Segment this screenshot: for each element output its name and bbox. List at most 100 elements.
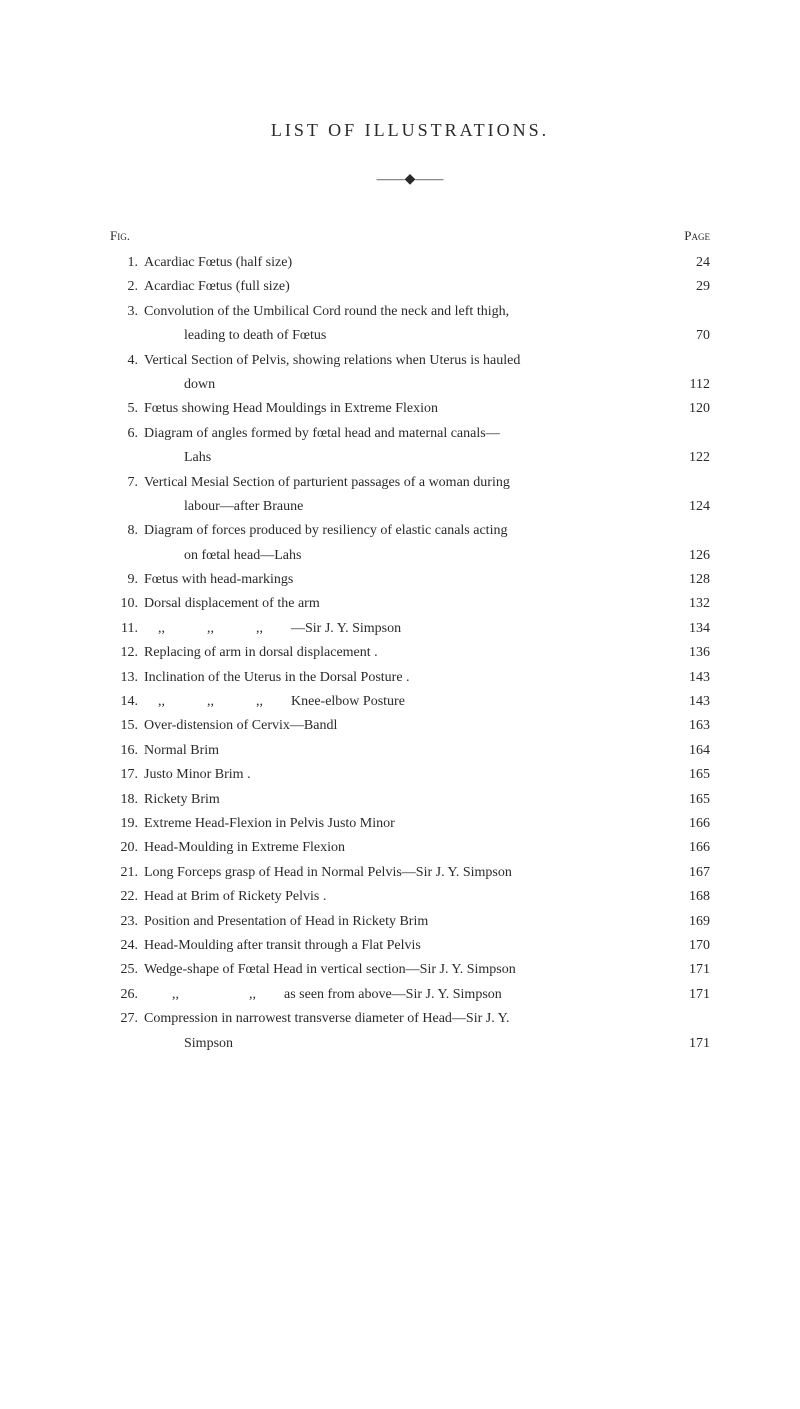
divider-right: —— bbox=[415, 172, 443, 188]
entry-text: Long Forceps grasp of Head in Normal Pel… bbox=[144, 862, 662, 884]
entry-page-number: 166 bbox=[662, 813, 710, 835]
entry-text: Rickety Brim bbox=[144, 789, 662, 811]
list-item: 5.Fœtus showing Head Mouldings in Extrem… bbox=[110, 398, 710, 420]
entry-number: 18. bbox=[110, 789, 144, 811]
entry-page-number: 171 bbox=[662, 984, 710, 1006]
list-item-continuation: labour—after Braune124 bbox=[110, 496, 710, 518]
entries-list: 1.Acardiac Fœtus (half size)242.Acardiac… bbox=[110, 252, 710, 1055]
list-item: 12.Replacing of arm in dorsal displaceme… bbox=[110, 642, 710, 664]
list-item: 15.Over-distension of Cervix—Bandl163 bbox=[110, 715, 710, 737]
entry-page-number: 136 bbox=[662, 642, 710, 664]
divider-left: —— bbox=[377, 172, 405, 188]
entry-page-number: 120 bbox=[662, 398, 710, 420]
entry-page-number: 70 bbox=[662, 325, 710, 347]
continuation-text: on fœtal head—Lahs bbox=[144, 545, 662, 567]
continuation-text: down bbox=[144, 374, 662, 396]
column-header-row: Fig. Page bbox=[110, 228, 710, 244]
entry-number: 10. bbox=[110, 593, 144, 615]
list-item: 9.Fœtus with head-markings128 bbox=[110, 569, 710, 591]
entry-number: 15. bbox=[110, 715, 144, 737]
list-item-continuation: on fœtal head—Lahs126 bbox=[110, 545, 710, 567]
list-item: 8.Diagram of forces produced by resilien… bbox=[110, 520, 710, 542]
entry-page-number: 128 bbox=[662, 569, 710, 591]
list-item: 22.Head at Brim of Rickety Pelvis .168 bbox=[110, 886, 710, 908]
entry-text: Fœtus showing Head Mouldings in Extreme … bbox=[144, 398, 662, 420]
entry-page-number: 165 bbox=[662, 764, 710, 786]
entry-number: 12. bbox=[110, 642, 144, 664]
entry-number: 1. bbox=[110, 252, 144, 274]
list-item: 20.Head-Moulding in Extreme Flexion166 bbox=[110, 837, 710, 859]
entry-text: Compression in narrowest transverse diam… bbox=[144, 1008, 662, 1030]
entry-text: Justo Minor Brim . bbox=[144, 764, 662, 786]
list-item: 18.Rickety Brim165 bbox=[110, 789, 710, 811]
divider-ornament: ——◆—— bbox=[110, 171, 710, 188]
list-item: 7.Vertical Mesial Section of parturient … bbox=[110, 472, 710, 494]
entry-text: Position and Presentation of Head in Ric… bbox=[144, 911, 662, 933]
list-item: 17.Justo Minor Brim .165 bbox=[110, 764, 710, 786]
entry-number: 26. bbox=[110, 984, 144, 1006]
continuation-text: leading to death of Fœtus bbox=[144, 325, 662, 347]
continuation-text: Lahs bbox=[144, 447, 662, 469]
page-title: LIST OF ILLUSTRATIONS. bbox=[110, 120, 710, 141]
list-item-continuation: Lahs122 bbox=[110, 447, 710, 469]
entry-text: Normal Brim bbox=[144, 740, 662, 762]
entry-number: 6. bbox=[110, 423, 144, 445]
entry-page-number: 143 bbox=[662, 691, 710, 713]
entry-text: ,, ,, ,, —Sir J. Y. Simpson bbox=[144, 618, 662, 640]
entry-text: Diagram of angles formed by fœtal head a… bbox=[144, 423, 662, 445]
entry-text: Head-Moulding in Extreme Flexion bbox=[144, 837, 662, 859]
entry-number: 19. bbox=[110, 813, 144, 835]
entry-number: 22. bbox=[110, 886, 144, 908]
entry-page-number: 169 bbox=[662, 911, 710, 933]
entry-number: 14. bbox=[110, 691, 144, 713]
entry-page-number: 143 bbox=[662, 667, 710, 689]
entry-number: 4. bbox=[110, 350, 144, 372]
entry-text: Vertical Section of Pelvis, showing rela… bbox=[144, 350, 662, 372]
entry-text: Head-Moulding after transit through a Fl… bbox=[144, 935, 662, 957]
list-item: 3.Convolution of the Umbilical Cord roun… bbox=[110, 301, 710, 323]
entry-page-number: 132 bbox=[662, 593, 710, 615]
entry-text: Diagram of forces produced by resiliency… bbox=[144, 520, 662, 542]
entry-page-number: 171 bbox=[662, 959, 710, 981]
list-item: 23.Position and Presentation of Head in … bbox=[110, 911, 710, 933]
list-item: 14. ,, ,, ,, Knee-elbow Posture143 bbox=[110, 691, 710, 713]
entry-page-number: 163 bbox=[662, 715, 710, 737]
list-item: 1.Acardiac Fœtus (half size)24 bbox=[110, 252, 710, 274]
entry-page-number: 165 bbox=[662, 789, 710, 811]
list-item-continuation: leading to death of Fœtus70 bbox=[110, 325, 710, 347]
list-item-continuation: down112 bbox=[110, 374, 710, 396]
entry-page-number: 168 bbox=[662, 886, 710, 908]
entry-text: Over-distension of Cervix—Bandl bbox=[144, 715, 662, 737]
entry-text: Convolution of the Umbilical Cord round … bbox=[144, 301, 662, 323]
entry-page-number: 112 bbox=[662, 374, 710, 396]
header-page: Page bbox=[684, 228, 710, 244]
entry-number: 21. bbox=[110, 862, 144, 884]
entry-number: 3. bbox=[110, 301, 144, 323]
continuation-text: Simpson bbox=[144, 1033, 662, 1055]
entry-page-number: 167 bbox=[662, 862, 710, 884]
entry-number: 8. bbox=[110, 520, 144, 542]
list-item: 21.Long Forceps grasp of Head in Normal … bbox=[110, 862, 710, 884]
entry-text: ,, ,, as seen from above—Sir J. Y. Simps… bbox=[144, 984, 662, 1006]
entry-number: 27. bbox=[110, 1008, 144, 1030]
entry-number: 2. bbox=[110, 276, 144, 298]
entry-page-number: 171 bbox=[662, 1033, 710, 1055]
divider-diamond-icon: ◆ bbox=[405, 172, 416, 187]
list-item: 16.Normal Brim164 bbox=[110, 740, 710, 762]
entry-text: Inclination of the Uterus in the Dorsal … bbox=[144, 667, 662, 689]
list-item: 11. ,, ,, ,, —Sir J. Y. Simpson134 bbox=[110, 618, 710, 640]
list-item: 13.Inclination of the Uterus in the Dors… bbox=[110, 667, 710, 689]
list-item: 26. ,, ,, as seen from above—Sir J. Y. S… bbox=[110, 984, 710, 1006]
entry-text: Dorsal displacement of the arm bbox=[144, 593, 662, 615]
list-item: 25.Wedge-shape of Fœtal Head in vertical… bbox=[110, 959, 710, 981]
entry-number: 9. bbox=[110, 569, 144, 591]
entry-number: 17. bbox=[110, 764, 144, 786]
entry-text: Fœtus with head-markings bbox=[144, 569, 662, 591]
entry-number: 7. bbox=[110, 472, 144, 494]
entry-page-number: 122 bbox=[662, 447, 710, 469]
entry-page-number: 126 bbox=[662, 545, 710, 567]
entry-page-number: 24 bbox=[662, 252, 710, 274]
list-item: 19.Extreme Head-Flexion in Pelvis Justo … bbox=[110, 813, 710, 835]
entry-number: 25. bbox=[110, 959, 144, 981]
list-item: 27.Compression in narrowest transverse d… bbox=[110, 1008, 710, 1030]
